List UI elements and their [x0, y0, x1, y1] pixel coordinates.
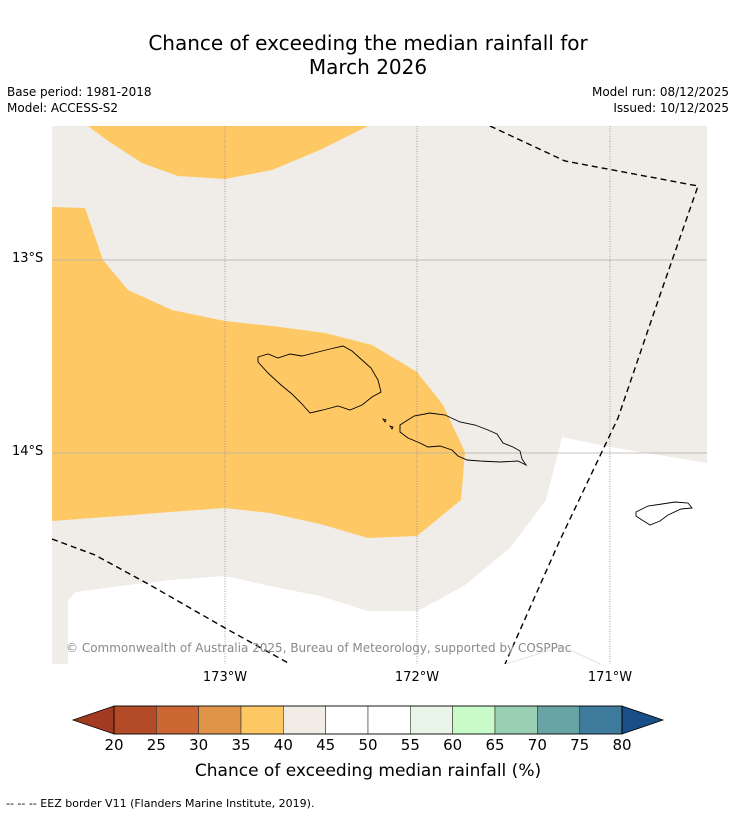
colorbar-tick-20: 20: [104, 736, 124, 754]
lat-label-13s: 13°S: [12, 251, 44, 266]
lon-label-171w: 171°W: [587, 670, 633, 685]
colorbar-tick-35: 35: [231, 736, 251, 754]
colorbar-segment-25-30: [156, 705, 199, 735]
colorbar-segment-50-55: [367, 705, 411, 735]
colorbar-outline: [113, 705, 623, 735]
colorbar-arrow-low: [71, 705, 115, 735]
colorbar-segment-75-80: [579, 705, 623, 735]
colorbar-tick-60: 60: [443, 736, 463, 754]
colorbar-segment-65-70: [494, 705, 538, 735]
colorbar-segment-20-25: [113, 705, 157, 735]
map-title: Chance of exceeding the median rainfall …: [0, 31, 736, 79]
base-period: Base period: 1981-2018: [7, 85, 152, 99]
upolu-island: [399, 412, 528, 467]
colorbar-segment-45-50: [325, 705, 369, 735]
colorbar-tick-30: 30: [189, 736, 209, 754]
title-line-2: March 2026: [308, 55, 428, 79]
meta-left: Base period: 1981-2018 Model: ACCESS-S2: [7, 84, 152, 116]
lon-label-173w: 173°W: [202, 670, 248, 685]
colorbar-segment-60-65: [452, 705, 496, 735]
islet-1: [381, 418, 387, 423]
meta-right: Model run: 08/12/2025 Issued: 10/12/2025: [592, 84, 729, 116]
faint-contour: [505, 645, 601, 664]
eez-footnote: -- -- -- EEZ border V11 (Flanders Marine…: [6, 797, 315, 810]
islet-2: [388, 425, 394, 430]
colorbar-tick-65: 65: [485, 736, 505, 754]
model-run: Model run: 08/12/2025: [591, 85, 729, 99]
latitude-lines: [52, 259, 707, 454]
colorbar-segment-40-45: [283, 705, 326, 735]
colorbar-arrow-high: [621, 705, 665, 735]
colorbar-segment-35-40: [240, 705, 284, 735]
copyright-notice: © Commonwealth of Australia 2025, Bureau…: [66, 641, 572, 655]
eez-border: [52, 126, 699, 664]
savaii-island: [257, 345, 382, 414]
graticule: [224, 126, 611, 664]
model-name: Model: ACCESS-S2: [7, 101, 119, 115]
colorbar-tick-50: 50: [358, 736, 378, 754]
coastlines: [257, 345, 693, 526]
colorbar-tick-55: 55: [400, 736, 420, 754]
colorbar-tick-80: 80: [612, 736, 632, 754]
colorbar-tick-70: 70: [527, 736, 547, 754]
colorbar-tick-45: 45: [316, 736, 336, 754]
colorbar-segment-55-60: [410, 705, 453, 735]
colorbar-segment-70-75: [537, 705, 580, 735]
tutuila-island: [635, 501, 693, 526]
title-line-1: Chance of exceeding the median rainfall …: [148, 31, 588, 55]
lon-label-172w: 172°W: [394, 670, 440, 685]
colorbar-segment-30-35: [198, 705, 242, 735]
lat-label-14s: 14°S: [12, 444, 44, 459]
category-35-40-region-north: [88, 126, 368, 179]
colorbar-tick-25: 25: [146, 736, 166, 754]
category-35-40-region-south: [52, 207, 465, 538]
colorbar-label: Chance of exceeding median rainfall (%): [194, 761, 542, 781]
colorbar-tick-40: 40: [273, 736, 293, 754]
colorbar-tick-75: 75: [570, 736, 590, 754]
issued-date: Issued: 10/12/2025: [613, 101, 729, 115]
